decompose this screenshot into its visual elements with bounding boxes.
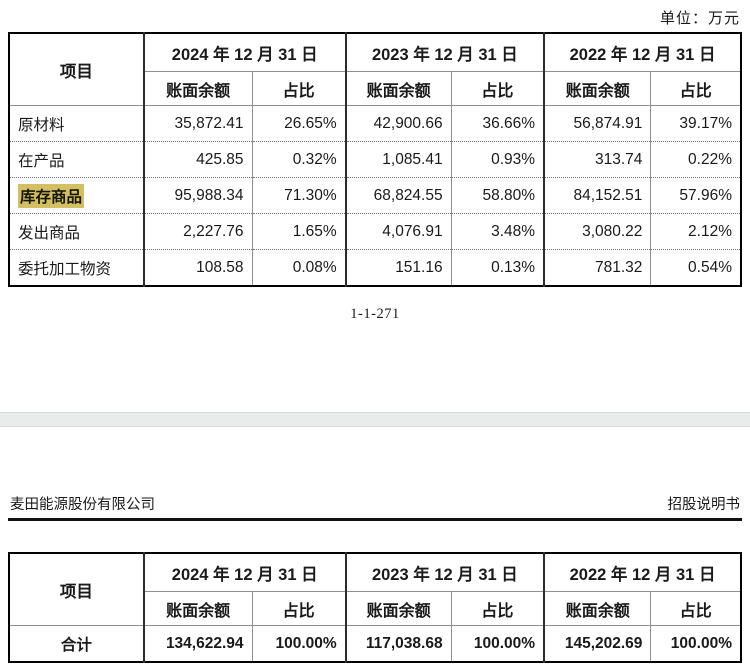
page-gap-separator: [0, 412, 750, 427]
subheader-ratio: 占比: [650, 591, 741, 626]
total-row: 合计 134,622.94 100.00% 117,038.68 100.00%…: [9, 625, 741, 662]
cell-value: 1.65%: [251, 213, 346, 250]
cell-value: 0.22%: [650, 141, 741, 178]
cell-value: 2,227.76: [142, 213, 253, 250]
col-group-2023: 2023 年 12 月 31 日: [344, 33, 545, 72]
cell-value: 425.85: [142, 141, 253, 178]
row-label: 合计: [60, 636, 92, 654]
unit-label: 单位：万元: [659, 11, 740, 27]
table-row: 原材料 35,872.41 26.65% 42,900.66 36.66% 56…: [9, 105, 741, 142]
cell-value: 4,076.91: [344, 213, 452, 250]
table-row: 发出商品 2,227.76 1.65% 4,076.91 3.48% 3,080…: [9, 213, 741, 250]
cell-value: 95,988.34: [142, 177, 253, 214]
cell-value: 100.00%: [650, 625, 741, 662]
subheader-balance: 账面余额: [344, 71, 452, 106]
subheader-balance: 账面余额: [543, 71, 651, 106]
inventory-composition-table: 项目 2024 年 12 月 31 日 2023 年 12 月 31 日 202…: [8, 32, 742, 287]
page-number: 1-1-271: [350, 306, 400, 322]
col-group-2024: 2024 年 12 月 31 日: [142, 553, 346, 592]
subheader-ratio: 占比: [450, 591, 545, 626]
subheader-balance: 账面余额: [543, 591, 651, 626]
cell-value: 145,202.69: [543, 625, 651, 662]
row-label: 委托加工物资: [9, 249, 144, 286]
table-row: 委托加工物资 108.58 0.08% 151.16 0.13% 781.32 …: [9, 249, 741, 286]
cell-value: 71.30%: [251, 177, 346, 214]
cell-value: 56,874.91: [543, 105, 651, 142]
cell-value: 3,080.22: [543, 213, 651, 250]
row-label: 在产品: [9, 141, 144, 178]
subheader-balance: 账面余额: [142, 591, 253, 626]
cell-value: 35,872.41: [142, 105, 253, 142]
row-label: 发出商品: [9, 213, 144, 250]
document-type-label: 招股说明书: [667, 497, 741, 513]
row-label: 原材料: [18, 116, 65, 134]
cell-value: 100.00%: [450, 625, 545, 662]
highlighted-row-label: 库存商品: [18, 183, 85, 208]
table-row: 在产品 425.85 0.32% 1,085.41 0.93% 313.74 0…: [9, 141, 741, 178]
cell-value: 1,085.41: [344, 141, 452, 178]
cell-value: 0.54%: [650, 249, 741, 286]
cell-value: 58.80%: [450, 177, 545, 214]
inventory-total-table: 项目 2024 年 12 月 31 日 2023 年 12 月 31 日 202…: [8, 552, 742, 663]
cell-value: 0.13%: [450, 249, 545, 286]
cell-value: 313.74: [543, 141, 651, 178]
table-row: 库存商品 95,988.34 71.30% 68,824.55 58.80% 8…: [9, 177, 741, 214]
cell-value: 2.12%: [650, 213, 741, 250]
cell-value: 68,824.55: [344, 177, 452, 214]
item-column-header: 项目: [9, 553, 144, 626]
cell-value: 3.48%: [450, 213, 545, 250]
cell-value: 26.65%: [251, 105, 346, 142]
col-group-2022: 2022 年 12 月 31 日: [543, 33, 741, 72]
cell-value: 0.08%: [251, 249, 346, 286]
subheader-balance: 账面余额: [142, 71, 253, 106]
cell-value: 0.93%: [450, 141, 545, 178]
cell-value: 151.16: [344, 249, 452, 286]
cell-value: 0.32%: [251, 141, 346, 178]
cell-value: 57.96%: [650, 177, 741, 214]
col-group-2023: 2023 年 12 月 31 日: [344, 553, 545, 592]
company-name: 麦田能源股份有限公司: [10, 497, 155, 513]
cell-value: 781.32: [543, 249, 651, 286]
header-rule: [8, 518, 742, 521]
col-group-2022: 2022 年 12 月 31 日: [543, 553, 741, 592]
col-group-2024: 2024 年 12 月 31 日: [142, 33, 346, 72]
item-column-header: 项目: [9, 33, 144, 106]
cell-value: 100.00%: [251, 625, 346, 662]
cell-value: 108.58: [142, 249, 253, 286]
cell-value: 134,622.94: [142, 625, 253, 662]
subheader-ratio: 占比: [650, 71, 741, 106]
cell-value: 42,900.66: [344, 105, 452, 142]
subheader-balance: 账面余额: [344, 591, 452, 626]
cell-value: 117,038.68: [344, 625, 452, 662]
cell-value: 84,152.51: [543, 177, 651, 214]
cell-value: 36.66%: [450, 105, 545, 142]
subheader-ratio: 占比: [450, 71, 545, 106]
subheader-ratio: 占比: [251, 71, 346, 106]
document-running-header: 麦田能源股份有限公司 招股说明书: [8, 492, 742, 518]
subheader-ratio: 占比: [251, 591, 346, 626]
cell-value: 39.17%: [650, 105, 741, 142]
